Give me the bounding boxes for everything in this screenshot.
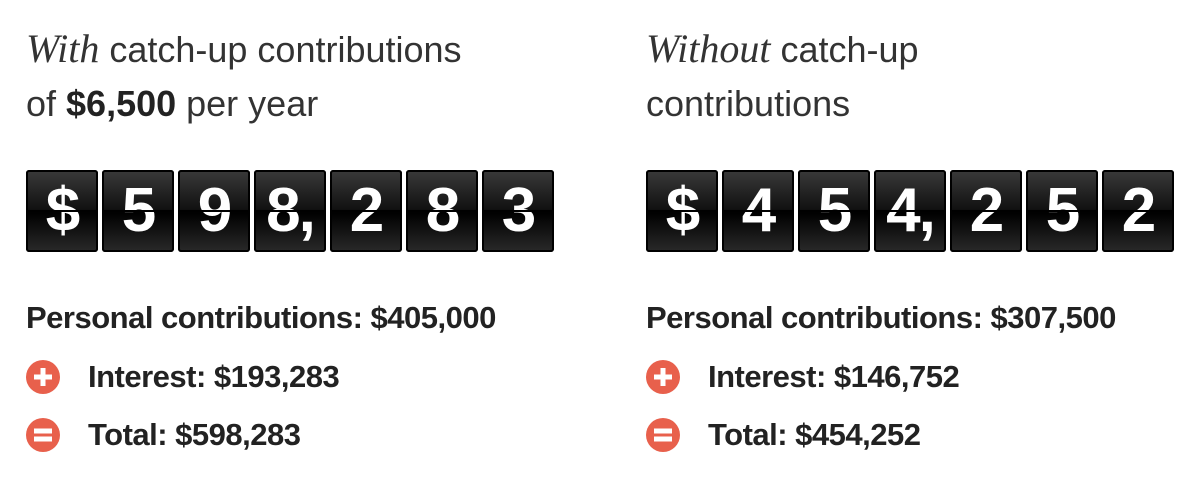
plus-icon xyxy=(646,360,680,394)
heading-text: per year xyxy=(176,83,319,124)
counter-tile: 8, xyxy=(254,170,326,252)
heading-text: of xyxy=(26,83,67,124)
counter-tile: $ xyxy=(26,170,98,252)
counter: $5 9 8, 2 8 3 xyxy=(26,170,554,252)
summary-text: Personal contributions: $405,000 xyxy=(26,300,496,335)
panel: With catch-up contributions of $6,500 pe… xyxy=(26,0,586,490)
summary-line: Interest: $193,283 xyxy=(26,357,340,397)
summary-line: Interest: $146,752 xyxy=(646,357,960,397)
counter-tile: $ xyxy=(646,170,718,252)
summary-text: Interest: $193,283 xyxy=(88,359,340,394)
heading-amount: $6,500 xyxy=(66,83,177,124)
plus-icon xyxy=(26,360,60,394)
counter-tile: 5 xyxy=(798,170,870,252)
panel: Without catch-up contributions $4 5 4, 2 5 2 … xyxy=(646,0,1200,490)
summary-line: Total: $598,283 xyxy=(26,415,301,455)
counter-tile: 2 xyxy=(330,170,402,252)
heading-text: contributions xyxy=(646,83,851,124)
summary-text: Personal contributions: $307,500 xyxy=(646,300,1116,335)
summary-text: Total: $598,283 xyxy=(88,417,301,452)
counter-tile: 4 xyxy=(722,170,794,252)
summary-line: Personal contributions: $307,500 xyxy=(646,298,1116,338)
heading-text: catch-up xyxy=(770,29,919,70)
counter-tile: 5 xyxy=(1026,170,1098,252)
heading-emphasis: With xyxy=(26,26,100,71)
equals-icon xyxy=(646,418,680,452)
counter-tile: 4, xyxy=(874,170,946,252)
heading: Without catch-up contributions xyxy=(646,22,919,131)
summary-text: Interest: $146,752 xyxy=(708,359,960,394)
heading-emphasis: Without xyxy=(646,26,771,71)
counter-tile: 3 xyxy=(482,170,554,252)
equals-icon xyxy=(26,418,60,452)
summary-text: Total: $454,252 xyxy=(708,417,921,452)
counter-tile: 2 xyxy=(1102,170,1174,252)
counter-tile: 5 xyxy=(102,170,174,252)
heading: With catch-up contributions of $6,500 pe… xyxy=(26,22,462,131)
counter: $4 5 4, 2 5 2 xyxy=(646,170,1174,252)
counter-tile: 8 xyxy=(406,170,478,252)
heading-text: catch-up contributions xyxy=(99,29,462,70)
counter-tile: 2 xyxy=(950,170,1022,252)
counter-tile: 9 xyxy=(178,170,250,252)
summary-line: Personal contributions: $405,000 xyxy=(26,298,496,338)
summary-line: Total: $454,252 xyxy=(646,415,921,455)
